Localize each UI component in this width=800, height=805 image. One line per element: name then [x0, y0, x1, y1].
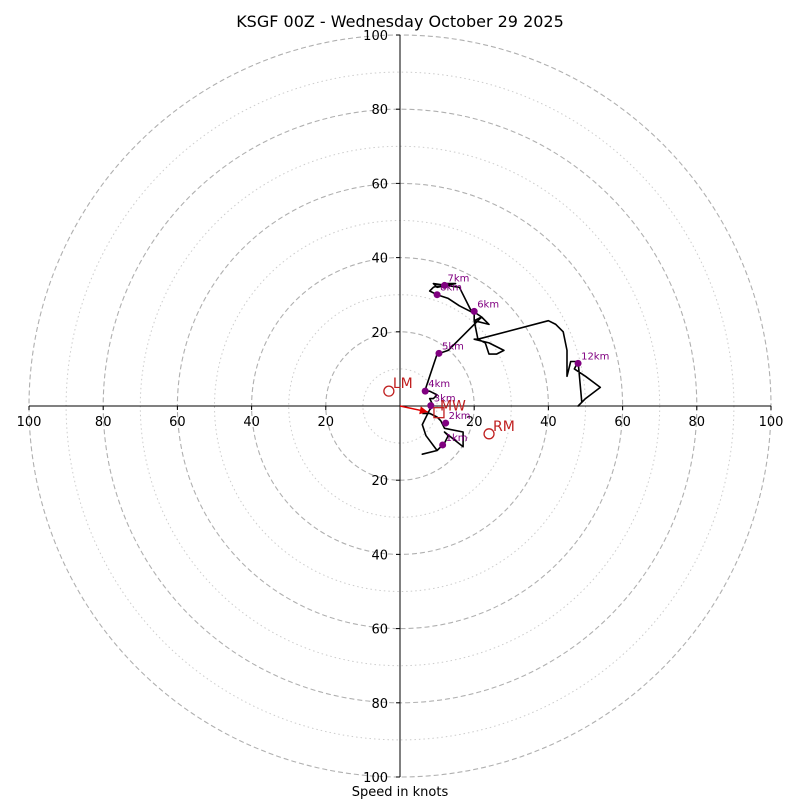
- height-marker-label: 7km: [448, 273, 470, 284]
- shear-vector-arrowhead: [419, 406, 428, 415]
- x-tick-label: 60: [614, 415, 631, 430]
- height-marker-label: 3km: [434, 394, 456, 405]
- height-marker-dot: [435, 349, 443, 357]
- hodograph-trace: [421, 282, 602, 456]
- y-tick-label: 100: [363, 771, 388, 786]
- height-marker-dot: [441, 281, 449, 289]
- x-tick-label: 20: [318, 415, 335, 430]
- y-tick-label: 20: [371, 474, 388, 489]
- y-tick-label: 20: [371, 326, 388, 341]
- storm-motion-mw-label: MW: [440, 399, 466, 415]
- y-tick-label: 60: [371, 623, 388, 638]
- y-tick-label: 80: [371, 697, 388, 712]
- chart-title: KSGF 00Z - Wednesday October 29 2025: [236, 12, 564, 31]
- height-marker-label: 4km: [428, 379, 450, 390]
- x-tick-label: 60: [169, 415, 186, 430]
- y-tick-label: 100: [363, 29, 388, 44]
- height-marker-label: 8km: [440, 283, 462, 294]
- y-tick-label: 60: [371, 177, 388, 192]
- storm-motion-rm-label: RM: [493, 419, 515, 435]
- x-tick-label: 40: [540, 415, 557, 430]
- x-tick-label: 100: [17, 415, 42, 430]
- y-tick-label: 40: [371, 252, 388, 267]
- x-tick-label: 80: [689, 415, 706, 430]
- height-marker-dot: [433, 291, 441, 299]
- hodograph-trace-group: [399, 282, 602, 456]
- storm-motion-mw-marker: [433, 407, 445, 419]
- height-marker-dot: [427, 402, 435, 410]
- height-marker-dot: [439, 441, 447, 449]
- x-tick-label: 100: [759, 415, 784, 430]
- storm-motion-rm-marker: [483, 428, 495, 440]
- x-axis-label: Speed in knots: [352, 785, 449, 800]
- height-marker-label: 6km: [477, 299, 499, 310]
- height-marker-dot: [574, 359, 582, 367]
- height-marker-dot: [421, 387, 429, 395]
- height-marker-label: 1km: [446, 433, 468, 444]
- height-marker-dot: [442, 419, 450, 427]
- x-tick-label: 40: [243, 415, 260, 430]
- height-marker-dot: [470, 307, 478, 315]
- storm-motion-lm-marker: [383, 385, 395, 397]
- storm-motion-markers: RM LM MW: [383, 376, 515, 440]
- y-tick-label: 80: [371, 103, 388, 118]
- y-tick-label: 40: [371, 548, 388, 563]
- height-marker-label: 2km: [449, 411, 471, 422]
- tick-labels: 100 80 60 40 20 20 40 60 80 100 100 80 60 40 20 20 40 60 8…: [17, 29, 784, 786]
- height-marker-label: 12km: [581, 351, 609, 362]
- x-tick-label: 80: [95, 415, 112, 430]
- x-tick-label: 20: [466, 415, 483, 430]
- height-marker-label: 5km: [442, 341, 464, 352]
- storm-motion-lm-label: LM: [393, 376, 413, 392]
